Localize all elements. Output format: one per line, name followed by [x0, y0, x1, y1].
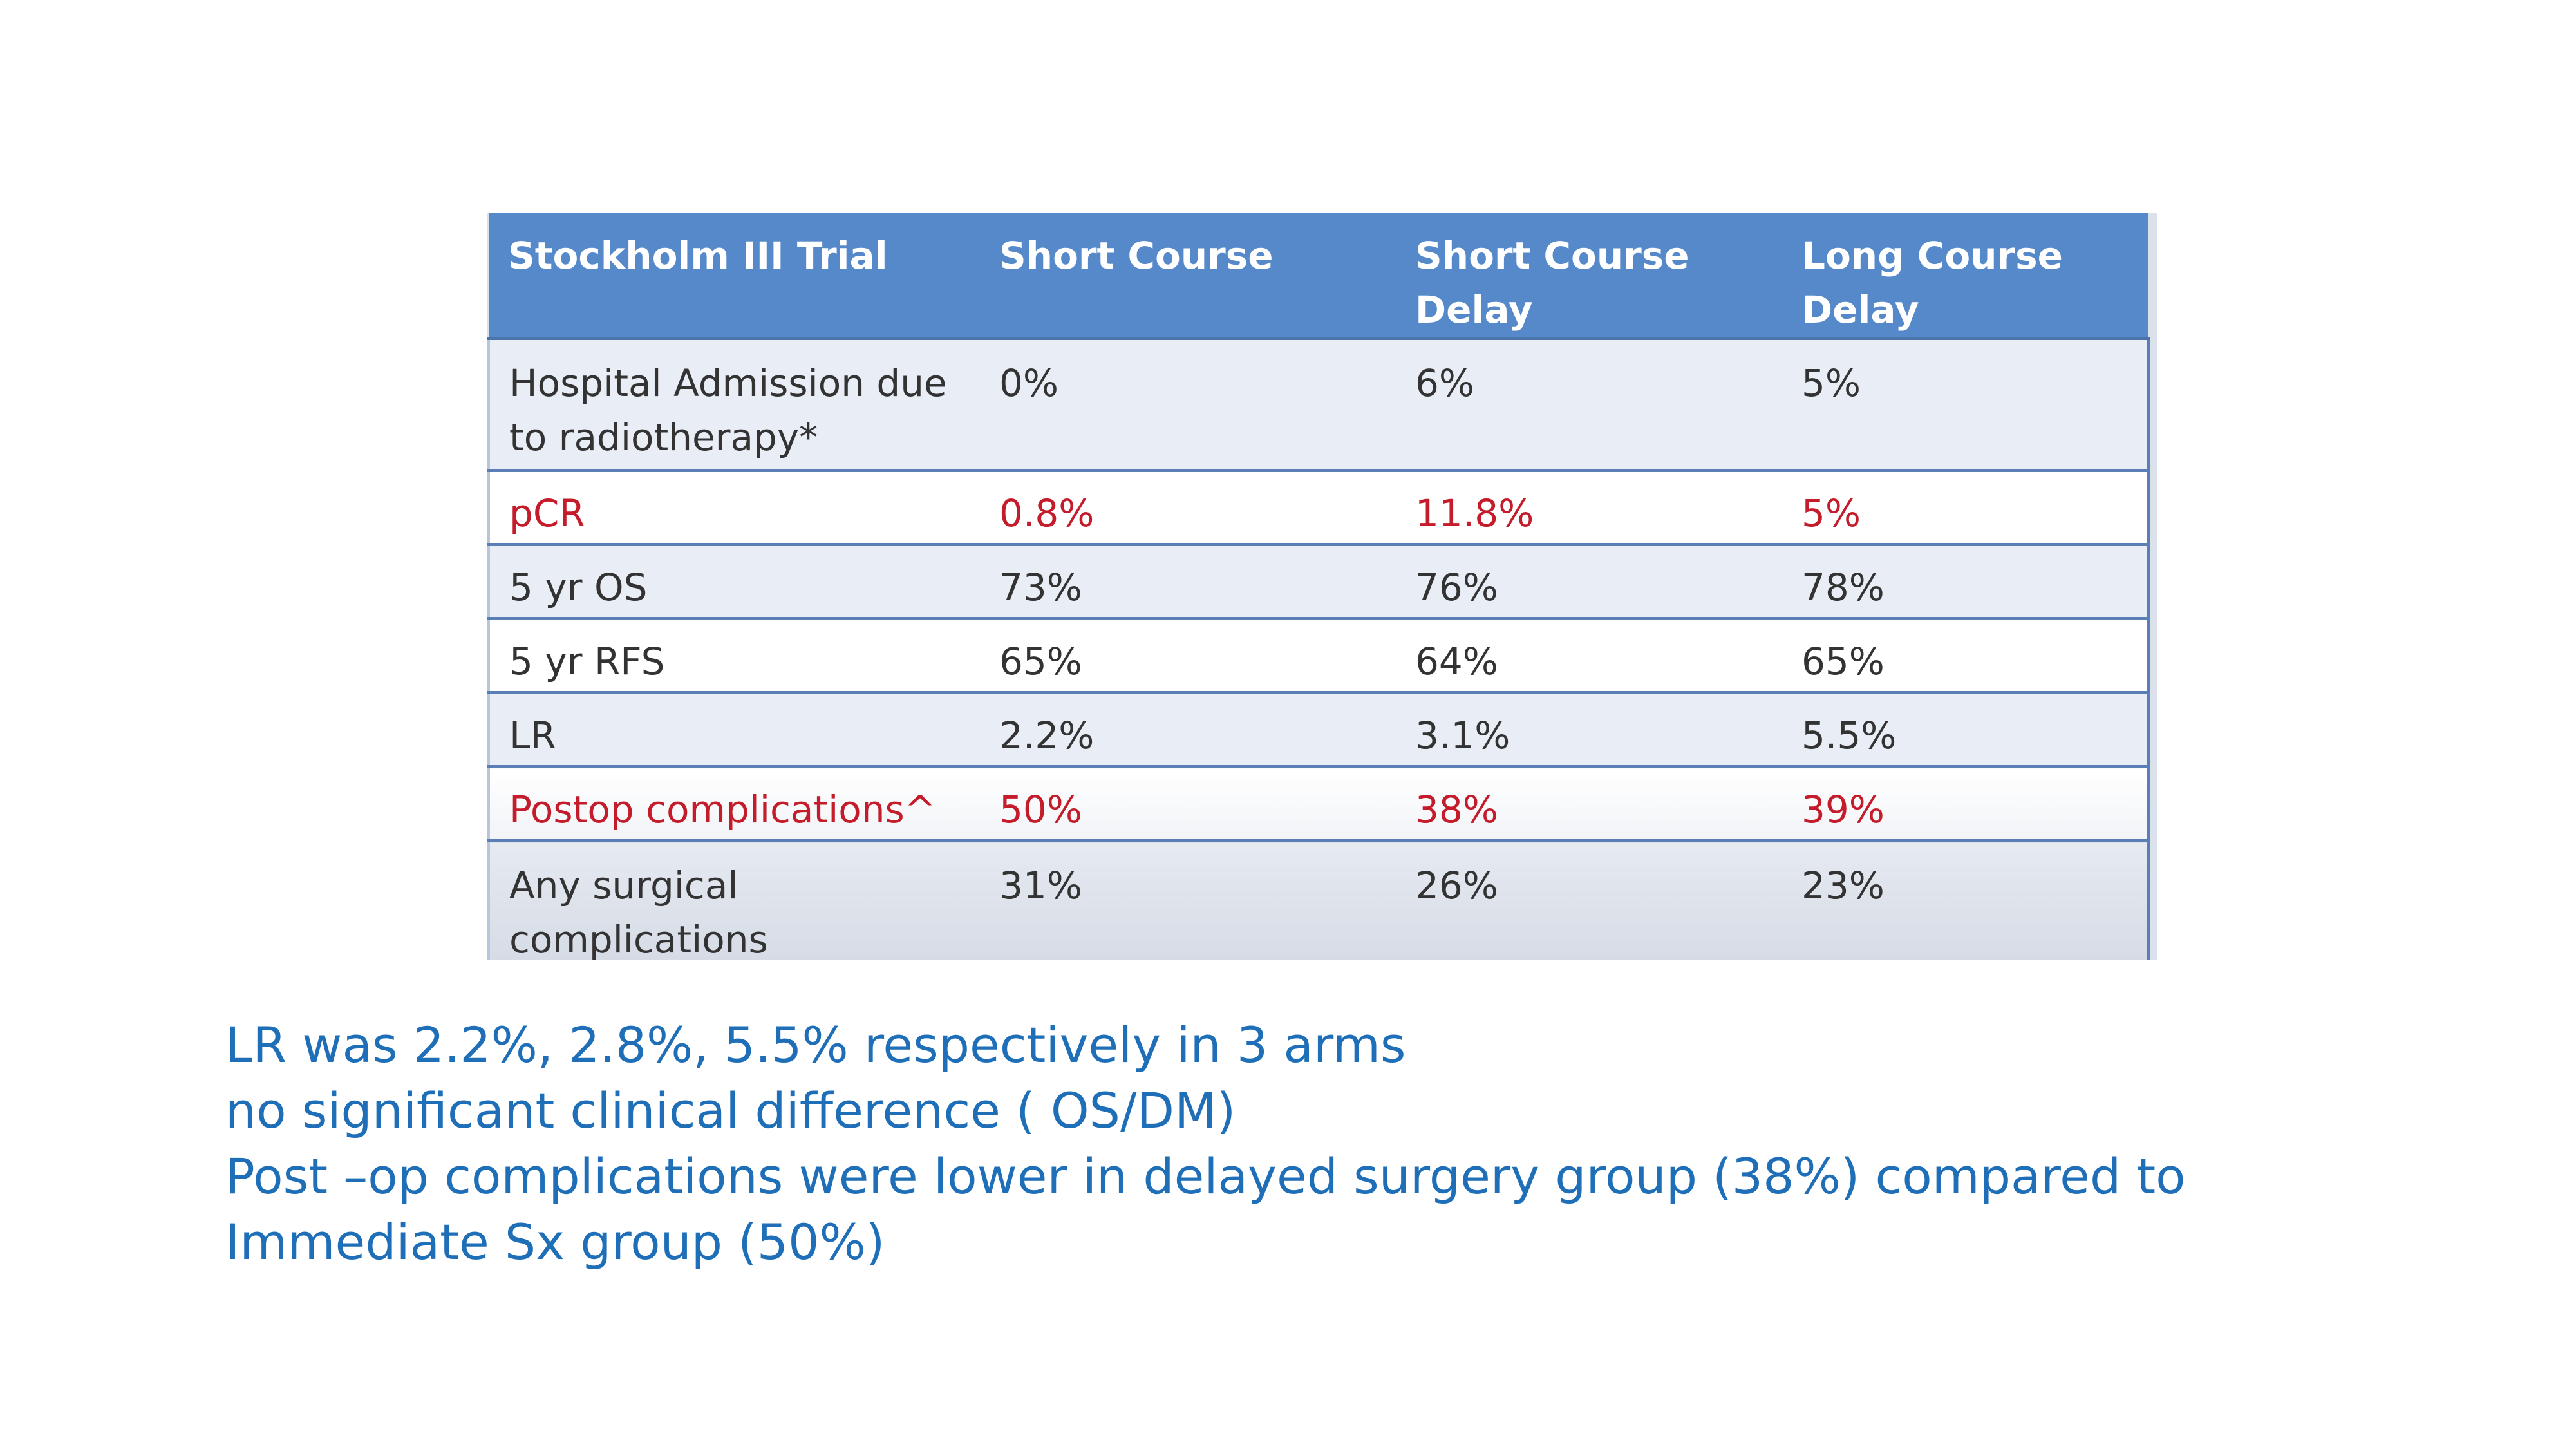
header-short-course: Short Course [980, 213, 1396, 340]
header-short-course-delay: Short Course Delay [1396, 213, 1782, 340]
summary-notes: LR was 2.2%, 2.8%, 5.5% respectively in … [225, 1012, 2479, 1275]
cell-short-course-delay: 38% [1396, 766, 1782, 842]
summary-note-line: Immediate Sx group (50%) [225, 1213, 885, 1271]
table-row: 5 yr RFS 65% 64% 65% [487, 618, 2150, 694]
row-label: 5 yr OS [487, 544, 980, 620]
cell-short-course: 50% [980, 766, 1396, 842]
cell-short-course-delay: 76% [1396, 544, 1782, 620]
cell-short-course: 31% [980, 840, 1396, 960]
cell-short-course: 0.8% [980, 470, 1396, 546]
cell-long-course-delay: 23% [1782, 840, 2150, 960]
header-long-course-delay: Long Course Delay [1782, 213, 2148, 340]
cell-short-course: 0% [980, 338, 1396, 472]
table-row: Any surgical complications 31% 26% 23% [487, 840, 2150, 960]
row-label: pCR [487, 470, 980, 546]
row-label: Any surgical complications [487, 840, 980, 960]
row-label: Hospital Admission due to radiotherapy* [487, 338, 980, 472]
table-row: Postop complications^ 50% 38% 39% [487, 766, 2150, 842]
trial-results-table-image: Stockholm III Trial Short Course Short C… [487, 213, 2157, 960]
summary-note-line: Post –op complications were lower in del… [225, 1148, 2186, 1205]
cell-short-course-delay: 6% [1396, 338, 1782, 472]
cell-short-course: 73% [980, 544, 1396, 620]
cell-short-course: 65% [980, 618, 1396, 694]
trial-results-table: Stockholm III Trial Short Course Short C… [487, 213, 2150, 960]
row-label: LR [487, 692, 980, 768]
cell-short-course-delay: 11.8% [1396, 470, 1782, 546]
cell-long-course-delay: 39% [1782, 766, 2150, 842]
cell-short-course-delay: 64% [1396, 618, 1782, 694]
cell-short-course-delay: 26% [1396, 840, 1782, 960]
table-row: LR 2.2% 3.1% 5.5% [487, 692, 2150, 768]
summary-note-line: LR was 2.2%, 2.8%, 5.5% respectively in … [225, 1016, 1406, 1074]
row-label: 5 yr RFS [487, 618, 980, 694]
cell-short-course: 2.2% [980, 692, 1396, 768]
table-row: 5 yr OS 73% 76% 78% [487, 544, 2150, 620]
cell-long-course-delay: 5% [1782, 338, 2150, 472]
table-header-row: Stockholm III Trial Short Course Short C… [489, 213, 2148, 340]
cell-long-course-delay: 5.5% [1782, 692, 2150, 768]
summary-note-line: no significant clinical difference ( OS/… [225, 1082, 1236, 1139]
table-row: Hospital Admission due to radiotherapy* … [487, 338, 2150, 472]
table-row: pCR 0.8% 11.8% 5% [487, 470, 2150, 546]
cell-long-course-delay: 65% [1782, 618, 2150, 694]
header-trial-name: Stockholm III Trial [489, 213, 980, 340]
row-label: Postop complications^ [487, 766, 980, 842]
cell-long-course-delay: 5% [1782, 470, 2150, 546]
cell-short-course-delay: 3.1% [1396, 692, 1782, 768]
cell-long-course-delay: 78% [1782, 544, 2150, 620]
